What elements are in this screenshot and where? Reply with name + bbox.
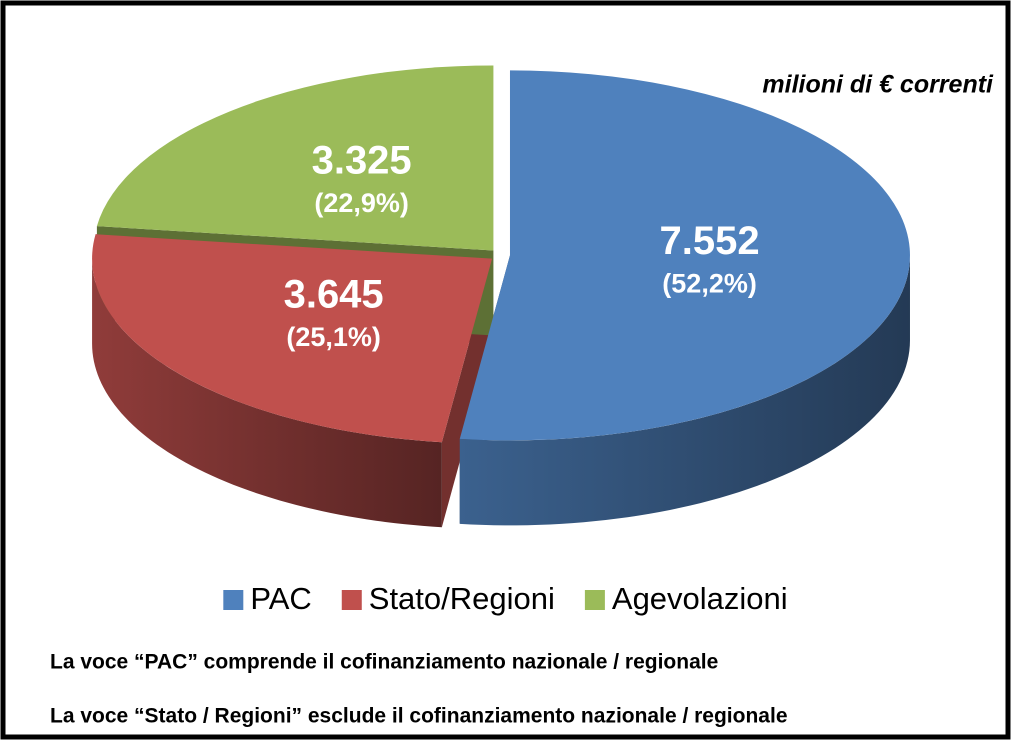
- slice-side: [92, 258, 442, 528]
- slice: [96, 65, 494, 251]
- value-label: 3.325: [312, 138, 412, 182]
- note: La voce “PAC” comprende il cofinanziamen…: [50, 651, 718, 674]
- percent-label: (22,9%): [314, 188, 409, 218]
- percent-label: (25,1%): [286, 322, 381, 352]
- value-label: 3.645: [284, 273, 384, 317]
- note: La voce “Stato / Regioni” esclude il cof…: [50, 705, 788, 728]
- legend-swatch: [341, 590, 362, 610]
- subtitle: milioni di € correnti: [762, 71, 994, 99]
- legend-label: Stato/Regioni: [369, 581, 555, 616]
- slice-side: [459, 255, 910, 526]
- legend-swatch: [584, 590, 605, 610]
- legend-label: Agevolazioni: [612, 581, 788, 616]
- value-label: 7.552: [660, 219, 760, 263]
- legend-label: PAC: [250, 581, 311, 616]
- legend-swatch: [223, 590, 244, 610]
- percent-label: (52,2%): [662, 268, 757, 298]
- legend: PAC Stato/Regioni Agevolazioni: [223, 581, 788, 616]
- slice: [92, 234, 493, 443]
- slice: [459, 70, 910, 441]
